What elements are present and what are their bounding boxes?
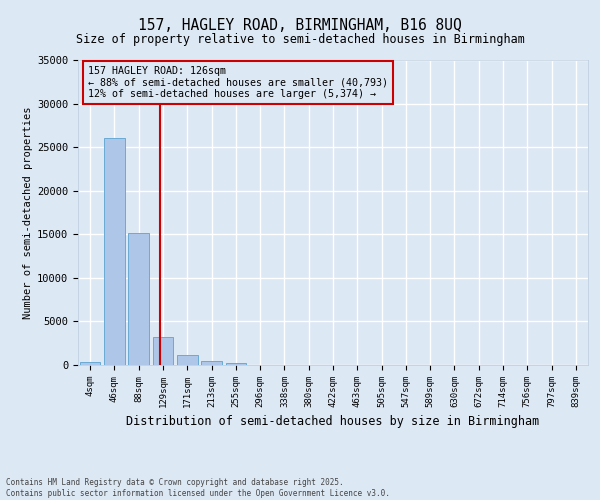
Bar xyxy=(152,337,173,365)
Bar xyxy=(104,138,125,365)
Y-axis label: Number of semi-detached properties: Number of semi-detached properties xyxy=(23,106,33,319)
Text: 157 HAGLEY ROAD: 126sqm
← 88% of semi-detached houses are smaller (40,793)
12% o: 157 HAGLEY ROAD: 126sqm ← 88% of semi-de… xyxy=(88,66,388,100)
Bar xyxy=(80,362,100,365)
Text: 157, HAGLEY ROAD, BIRMINGHAM, B16 8UQ: 157, HAGLEY ROAD, BIRMINGHAM, B16 8UQ xyxy=(138,18,462,32)
Bar xyxy=(201,361,222,365)
Bar xyxy=(177,356,197,365)
Bar xyxy=(226,362,246,365)
Text: Size of property relative to semi-detached houses in Birmingham: Size of property relative to semi-detach… xyxy=(76,32,524,46)
Text: Contains HM Land Registry data © Crown copyright and database right 2025.
Contai: Contains HM Land Registry data © Crown c… xyxy=(6,478,390,498)
X-axis label: Distribution of semi-detached houses by size in Birmingham: Distribution of semi-detached houses by … xyxy=(127,416,539,428)
Bar xyxy=(128,234,149,365)
